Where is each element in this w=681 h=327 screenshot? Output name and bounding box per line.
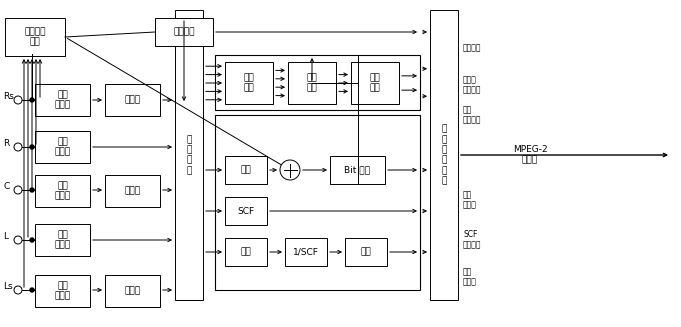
- Text: 复
接
成
帧
模
块: 复 接 成 帧 模 块: [441, 125, 447, 185]
- Circle shape: [14, 236, 22, 244]
- Bar: [345, 238, 387, 266]
- Circle shape: [14, 96, 22, 104]
- Text: 1/SCF: 1/SCF: [293, 248, 319, 256]
- Bar: [155, 18, 213, 46]
- Bar: [215, 115, 420, 290]
- Text: MPEG-2
比特流: MPEG-2 比特流: [513, 145, 548, 165]
- Text: 通道
转换: 通道 转换: [306, 73, 317, 93]
- Bar: [225, 197, 267, 225]
- Bar: [285, 238, 327, 266]
- Text: 多声道
预测信息: 多声道 预测信息: [463, 75, 481, 95]
- Text: L: L: [3, 232, 8, 241]
- Text: 子带
滤波器: 子带 滤波器: [54, 137, 71, 157]
- Text: Rs: Rs: [3, 92, 14, 101]
- Bar: [225, 238, 267, 266]
- Text: 编码
取样值: 编码 取样值: [463, 267, 477, 287]
- Text: 比特
分配数: 比特 分配数: [463, 190, 477, 210]
- Text: 量化: 量化: [361, 248, 371, 256]
- Circle shape: [30, 238, 34, 242]
- Text: 动态
串话: 动态 串话: [370, 73, 381, 93]
- Bar: [288, 62, 336, 104]
- Bar: [105, 275, 160, 307]
- Text: C: C: [3, 182, 10, 191]
- Text: SCF: SCF: [238, 206, 255, 215]
- Bar: [35, 275, 90, 307]
- Bar: [35, 131, 90, 163]
- Circle shape: [14, 286, 22, 294]
- Text: 预测选择: 预测选择: [463, 43, 481, 53]
- Text: 矩
阵
变
换: 矩 阵 变 换: [187, 135, 191, 175]
- Text: 子带
滤波器: 子带 滤波器: [54, 181, 71, 201]
- Text: 通道选择: 通道选择: [173, 27, 195, 37]
- Circle shape: [14, 186, 22, 194]
- Bar: [215, 55, 420, 110]
- Bar: [35, 175, 90, 207]
- Text: R: R: [3, 139, 10, 148]
- Circle shape: [280, 160, 300, 180]
- Bar: [175, 10, 203, 300]
- Text: Ls: Ls: [3, 282, 13, 291]
- Circle shape: [30, 145, 34, 149]
- Text: 子带
滤波器: 子带 滤波器: [54, 90, 71, 110]
- Circle shape: [30, 188, 34, 192]
- Circle shape: [14, 143, 22, 151]
- Text: 预量化: 预量化: [125, 186, 140, 196]
- Bar: [105, 84, 160, 116]
- Text: 心理声学
模型: 心理声学 模型: [25, 27, 46, 47]
- Text: SCF
比例因子: SCF 比例因子: [463, 230, 481, 250]
- Text: 子带
滤波器: 子带 滤波器: [54, 281, 71, 301]
- Text: Bit 分配: Bit 分配: [345, 165, 370, 175]
- Text: 动态
串话模式: 动态 串话模式: [463, 105, 481, 125]
- Bar: [430, 10, 458, 300]
- Bar: [330, 156, 385, 184]
- Text: 采样: 采样: [240, 248, 251, 256]
- Bar: [105, 175, 160, 207]
- Text: 子带
滤波器: 子带 滤波器: [54, 230, 71, 250]
- Bar: [225, 156, 267, 184]
- Text: 预量化: 预量化: [125, 286, 140, 296]
- Text: 预测
计算: 预测 计算: [244, 73, 255, 93]
- Bar: [35, 224, 90, 256]
- Text: 电平: 电平: [240, 165, 251, 175]
- Bar: [5, 18, 65, 56]
- Bar: [35, 84, 90, 116]
- Bar: [351, 62, 399, 104]
- Bar: [225, 62, 273, 104]
- Text: 预量化: 预量化: [125, 95, 140, 105]
- Circle shape: [30, 98, 34, 102]
- Circle shape: [30, 288, 34, 292]
